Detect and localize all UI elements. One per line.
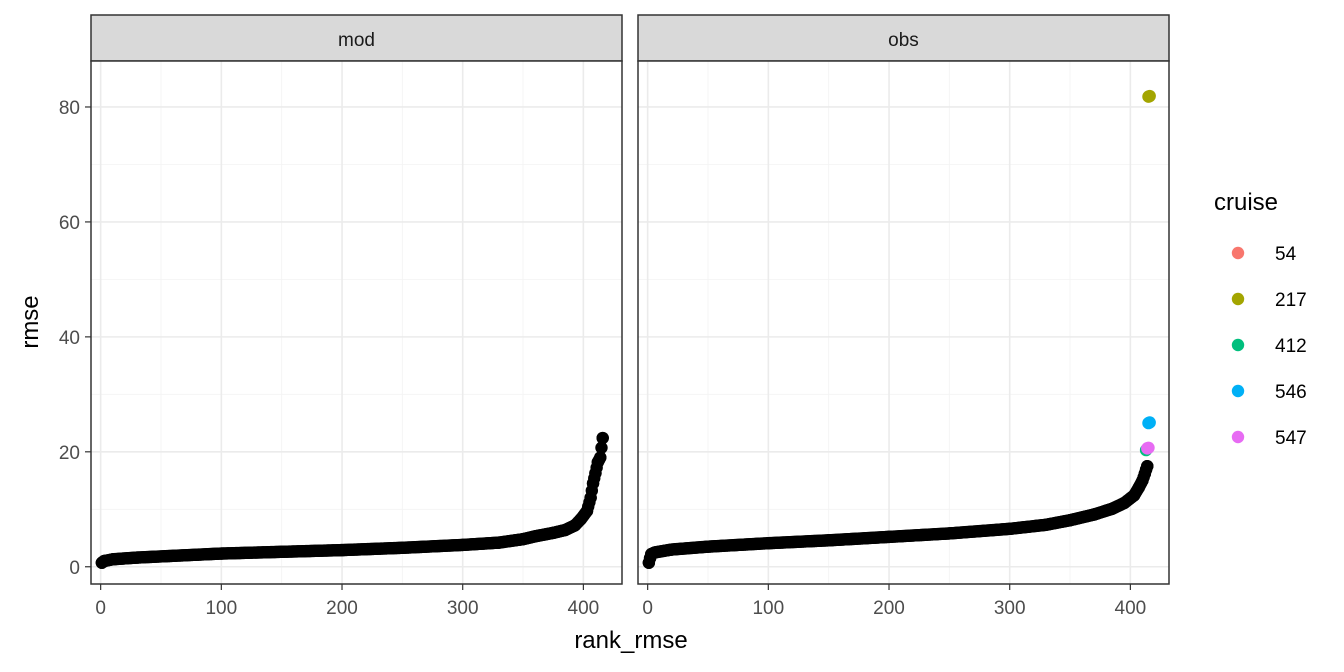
legend-item-546: 546 [1231,382,1307,403]
data-point [665,543,678,556]
x-tick-label: 400 [1115,598,1147,619]
data-point [528,530,542,543]
data-point [456,538,469,552]
data-point [1003,522,1016,536]
data-point-cruise-217 [1143,89,1156,103]
facet-panels: mod 0 100 200 300 400 0 20 40 60 80 obs 0 100 200 300 40… [59,14,1170,619]
legend-key [1231,246,1245,260]
x-tick-label: 0 [95,598,106,619]
data-point [1106,502,1119,515]
data-point-cruise-546 [1143,416,1156,429]
data-point [1087,508,1101,521]
data-point [275,545,288,559]
data-point [106,553,119,566]
x-tick-label: 0 [642,598,653,619]
x-tick-label: 300 [447,598,479,619]
legend-item-54: 54 [1231,244,1297,265]
data-point [586,477,600,490]
data-point [584,491,597,504]
data-point [594,451,607,464]
data-point [822,534,835,547]
facet-strip [637,14,1170,62]
data-point [166,549,180,563]
legend-key [1231,384,1245,398]
y-tick-label: 20 [59,443,80,464]
data-point [1039,518,1053,532]
data-point [596,431,609,445]
data-point [595,441,608,454]
legend-item-412: 412 [1231,336,1307,357]
x-axis-title: rank_rmse [574,627,687,654]
legend-items: 54 217 412 546 547 [1231,244,1307,449]
data-point [215,547,228,560]
y-tick-label: 60 [59,213,80,234]
legend-label: 54 [1275,244,1297,265]
facet-strip [90,14,623,62]
facet-strip-label: obs [888,30,919,51]
data-point [701,540,715,553]
x-tick-label: 200 [326,598,358,619]
y-tick-label: 0 [69,558,80,579]
legend-label: 217 [1275,290,1307,311]
legend: cruise 54 217 412 546 547 [1214,189,1307,449]
data-point [589,466,602,480]
panel-background [638,61,1169,584]
legend-key [1231,292,1245,306]
data-point [1141,459,1154,473]
data-point [762,536,775,550]
data-point [335,543,349,557]
x-tick-label: 100 [205,598,237,619]
y-tick-label: 40 [59,328,80,349]
legend-item-217: 217 [1231,290,1307,311]
data-point [516,532,530,546]
data-point [580,504,594,518]
legend-title: cruise [1214,189,1278,216]
data-point [547,526,560,540]
panel-background [91,61,622,584]
data-point [1118,496,1131,510]
legend-item-547: 547 [1231,428,1307,449]
data-point [1063,514,1077,527]
data-point [396,541,409,554]
data-point-cruise-547 [1142,441,1155,454]
legend-key [1231,430,1245,444]
data-point [648,546,662,559]
facet-strip-label: mod [338,30,375,51]
x-tick-label: 200 [873,598,905,619]
x-tick-label: 400 [568,598,600,619]
data-points [642,89,1156,569]
data-point [559,523,572,537]
legend-key [1231,338,1245,352]
panel-obs: obs 0 100 200 300 400 [637,14,1170,619]
data-point [130,551,144,564]
data-point [943,527,956,540]
panel-border [637,60,1170,585]
data-point [492,536,506,549]
panel-border [90,60,623,585]
legend-label: 412 [1275,336,1307,357]
legend-label: 546 [1275,382,1307,403]
y-tick-label: 80 [59,98,80,119]
data-point [882,530,896,544]
x-tick-label: 300 [994,598,1026,619]
x-tick-label: 100 [752,598,784,619]
y-axis-title: rmse [17,295,44,348]
panel-mod: mod 0 100 200 300 400 0 20 40 60 80 [59,14,623,619]
legend-label: 547 [1275,428,1307,449]
data-points [95,431,609,569]
